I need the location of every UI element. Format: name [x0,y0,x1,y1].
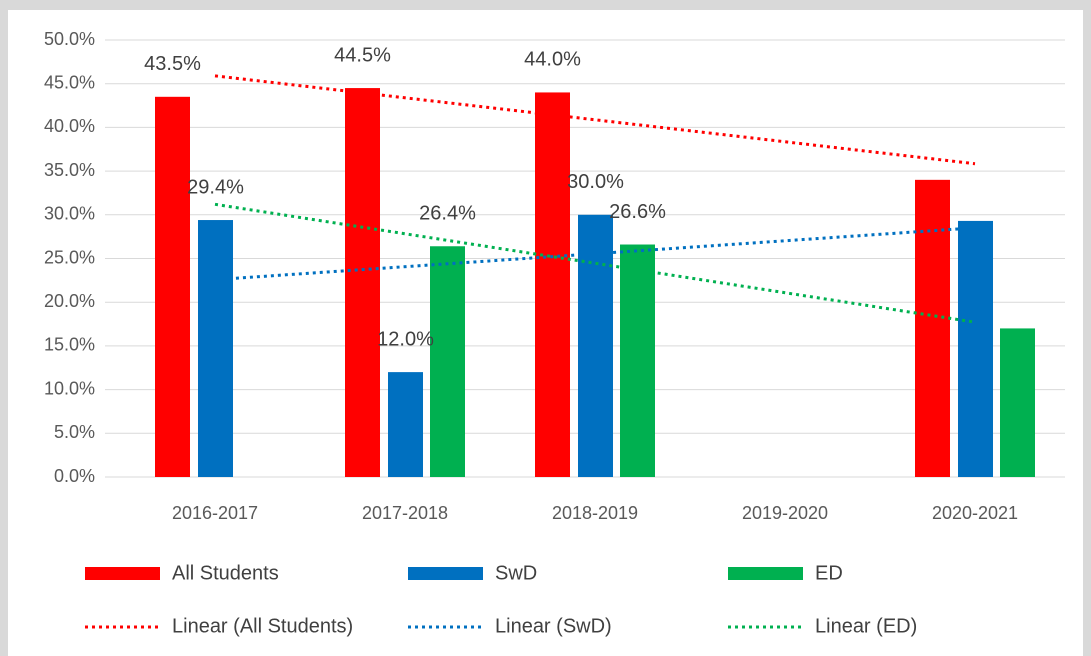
trend-line [214,202,976,324]
x-tick-label: 2016-2017 [172,503,258,523]
data-label: 26.6% [609,201,666,223]
y-tick-label: 0.0% [54,466,95,486]
bar [958,220,993,477]
data-label: 30.0% [567,171,624,193]
legend-label: SwD [495,562,537,584]
bar [620,244,655,477]
y-tick-label: 45.0% [44,72,95,92]
legend-swatch [85,567,160,580]
bar [915,179,950,477]
bar [535,92,570,477]
legend-label: ED [815,562,843,584]
bar [1000,328,1035,477]
y-tick-label: 30.0% [44,204,95,224]
legend-label: Linear (SwD) [495,615,612,637]
bar [155,96,190,477]
y-tick-label: 15.0% [44,335,95,355]
legend-label: Linear (ED) [815,615,917,637]
trend-line [214,74,976,166]
bar [578,214,613,478]
x-tick-label: 2018-2019 [552,503,638,523]
legend-label: Linear (All Students) [172,615,353,637]
data-label: 44.5% [334,44,391,66]
data-label: 43.5% [144,53,201,75]
data-label: 12.0% [377,328,434,350]
x-tick-label: 2019-2020 [742,503,828,523]
y-tick-label: 40.0% [44,116,95,136]
x-tick-label: 2020-2021 [932,503,1018,523]
y-tick-label: 50.0% [44,29,95,49]
legend-swatch [408,567,483,580]
bar [198,220,233,477]
x-tick-label: 2017-2018 [362,503,448,523]
data-label: 44.0% [524,49,581,71]
y-tick-label: 35.0% [44,160,95,180]
bar [430,246,465,477]
legend-label: All Students [172,562,279,584]
y-tick-label: 5.0% [54,422,95,442]
y-tick-label: 25.0% [44,247,95,267]
legend-swatch [728,567,803,580]
y-tick-label: 10.0% [44,378,95,398]
y-tick-label: 20.0% [44,291,95,311]
data-label: 26.4% [419,203,476,225]
trend-line [214,226,976,282]
bar [345,88,380,477]
bar [388,372,423,477]
data-label: 29.4% [187,176,244,198]
